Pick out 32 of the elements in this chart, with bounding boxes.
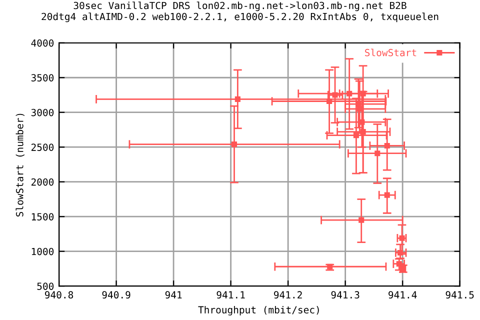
x-tick-label: 941 — [165, 291, 182, 299]
y-tick-label: 1000 — [32, 248, 54, 256]
y-tick-label: 3000 — [31, 108, 54, 116]
x-tick-label: 941.2 — [274, 291, 302, 299]
x-tick-label: 940.8 — [45, 291, 74, 299]
point — [346, 90, 352, 96]
x-axis-title: Throughput (mbit/sec) — [198, 306, 319, 316]
point — [384, 192, 390, 198]
x-tick-label: 941.5 — [446, 291, 474, 299]
y-tick-label: 2000 — [31, 178, 54, 186]
point — [231, 142, 238, 148]
x-tick-label: 940.9 — [102, 291, 130, 299]
point — [396, 261, 402, 267]
point — [398, 250, 404, 256]
chart-title: 30sec VanillaTCP DRS lon02.mb-ng.net->lon03.mb-ng.net B2B 20dtg4 altAIMD-0.2 web100-2.2.1, e1000-5.2.20 RxIntAbs 0, txqueuelen — [42, 2, 438, 22]
x-tick-label: 941.1 — [216, 291, 245, 299]
point — [353, 132, 359, 138]
x-tick-label: 941.3 — [331, 291, 360, 299]
point — [360, 129, 366, 135]
point — [374, 150, 380, 156]
y-tick-label: 4000 — [31, 39, 54, 47]
y-tick-label: 500 — [37, 282, 54, 290]
y-axis-title: SlowStart (number) — [16, 114, 24, 216]
x-tick-label: 941.4 — [388, 291, 417, 299]
point — [384, 142, 390, 148]
point — [358, 217, 364, 223]
legend-label: SlowStart — [365, 48, 416, 56]
y-tick-label: 2500 — [31, 144, 54, 151]
point — [234, 96, 240, 102]
y-tick-label: 3500 — [31, 74, 54, 82]
y-tick-label: 1500 — [32, 213, 54, 220]
point — [332, 92, 338, 98]
